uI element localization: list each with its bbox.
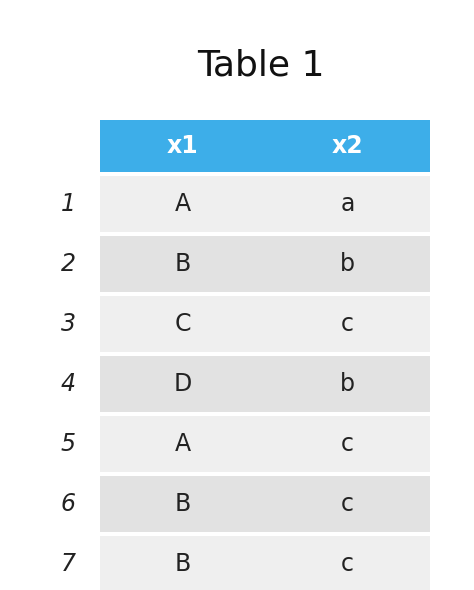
Bar	[100, 176, 265, 232]
Text: 4: 4	[61, 372, 75, 396]
Bar	[100, 356, 265, 412]
Text: 5: 5	[61, 432, 75, 456]
Bar	[265, 416, 430, 472]
Text: A: A	[174, 432, 191, 456]
Text: a: a	[340, 192, 355, 216]
Bar	[265, 296, 430, 352]
Bar	[265, 120, 430, 172]
Text: c: c	[341, 492, 354, 516]
Text: 2: 2	[61, 252, 75, 276]
Text: 6: 6	[61, 492, 75, 516]
Text: 7: 7	[61, 552, 75, 576]
Text: B: B	[174, 552, 191, 576]
Text: D: D	[173, 372, 191, 396]
Text: x1: x1	[167, 134, 198, 158]
Bar	[265, 236, 430, 292]
Bar	[265, 176, 430, 232]
Text: A: A	[174, 192, 191, 216]
Bar	[265, 476, 430, 532]
Bar	[100, 476, 265, 532]
Bar	[100, 120, 265, 172]
Text: C: C	[174, 312, 191, 336]
Bar	[100, 416, 265, 472]
Text: c: c	[341, 312, 354, 336]
Bar	[100, 536, 265, 590]
Text: B: B	[174, 252, 191, 276]
Text: 1: 1	[61, 192, 75, 216]
Text: 3: 3	[61, 312, 75, 336]
Bar	[265, 536, 430, 590]
Text: Table 1: Table 1	[197, 48, 324, 82]
Text: x2: x2	[332, 134, 363, 158]
Bar	[265, 356, 430, 412]
Bar	[100, 236, 265, 292]
Text: b: b	[340, 252, 355, 276]
Text: c: c	[341, 432, 354, 456]
Text: B: B	[174, 492, 191, 516]
Text: c: c	[341, 552, 354, 576]
Bar	[100, 296, 265, 352]
Text: b: b	[340, 372, 355, 396]
